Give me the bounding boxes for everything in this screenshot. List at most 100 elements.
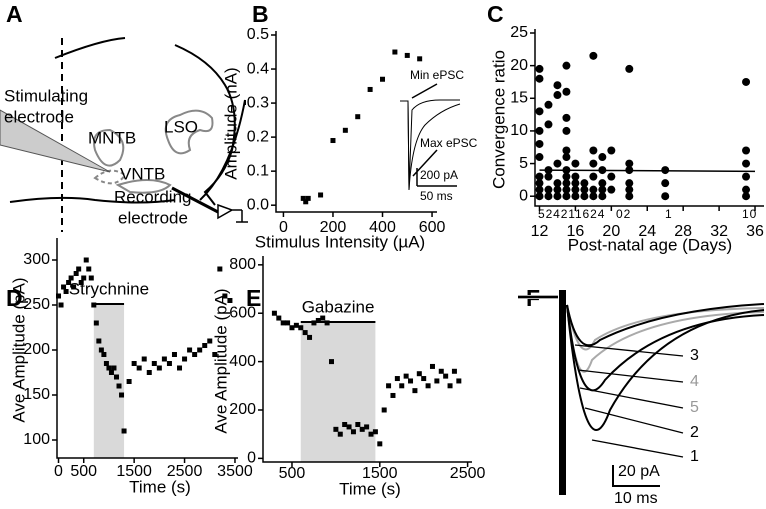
x-tick-label: 0 (54, 463, 63, 480)
point (580, 192, 589, 201)
point (598, 179, 607, 188)
y-tick-label: 0.3 (247, 94, 269, 111)
point (93, 320, 99, 326)
label: VNTB (120, 164, 165, 183)
trace (400, 100, 461, 191)
point (119, 392, 125, 398)
point (535, 107, 544, 116)
point (372, 429, 378, 435)
count-label: 02 (616, 207, 631, 221)
point (625, 185, 634, 194)
scale-label: 10 ms (614, 490, 658, 507)
point (166, 361, 172, 366)
traces (518, 290, 765, 495)
x-axis-label: Time (s) (339, 479, 401, 498)
inset-label: 50 ms (420, 189, 453, 203)
trace-2 (518, 296, 765, 392)
x-tick-label: 600 (419, 219, 446, 236)
point (553, 192, 562, 201)
point (121, 428, 127, 434)
y-tick-label: 20 (510, 57, 528, 74)
y-tick-label: 100 (23, 431, 50, 448)
x-axis-label: Post-natal age (Days) (568, 235, 732, 254)
axes (275, 31, 437, 213)
point (589, 51, 598, 60)
point (187, 347, 193, 353)
x-tick-label: 28 (674, 223, 692, 240)
point (146, 370, 152, 375)
point (161, 356, 167, 362)
point (202, 343, 208, 348)
point (394, 376, 400, 382)
y-tick-label: 300 (23, 251, 50, 268)
point (535, 139, 544, 148)
point (589, 146, 598, 155)
y-axis-label: Ave Amplitude (pA) (9, 277, 28, 422)
label: MNTB (88, 128, 136, 147)
point (66, 280, 72, 285)
recording-electrode (171, 186, 219, 214)
point (562, 185, 571, 194)
point (416, 371, 422, 377)
x-tick-label: 500 (279, 465, 306, 482)
point (222, 293, 228, 299)
point (63, 289, 69, 294)
point (333, 426, 339, 432)
x-tick-label: 12 (531, 223, 549, 240)
point (311, 320, 317, 326)
point (553, 159, 562, 168)
point (544, 185, 553, 194)
point (318, 192, 324, 198)
point (217, 266, 223, 272)
trace-label: 1 (690, 448, 699, 465)
stimulating-electrode (0, 109, 111, 173)
point (438, 368, 444, 374)
point (589, 172, 598, 181)
point (607, 185, 616, 194)
point (399, 383, 405, 389)
point (302, 330, 308, 336)
point (96, 338, 102, 344)
point (56, 293, 62, 299)
outline (199, 99, 246, 201)
label: electrode (4, 107, 74, 126)
point (78, 280, 84, 285)
panel-letter: C (487, 1, 504, 27)
point (535, 74, 544, 83)
point (535, 185, 544, 194)
scale-bar (612, 465, 660, 487)
point (742, 159, 751, 168)
point (553, 91, 562, 100)
point (412, 388, 418, 394)
point (136, 365, 142, 371)
x-tick-label: 20 (602, 223, 620, 240)
point (113, 374, 119, 380)
x-axis-label: Stimulus Intensity (µA) (255, 232, 425, 251)
point (106, 365, 112, 371)
y-tick-label: 800 (229, 256, 256, 273)
label: LSO (164, 117, 198, 136)
point (305, 195, 311, 201)
point (111, 365, 117, 371)
y-axis-label: Convergence ratio (489, 50, 508, 189)
point (571, 179, 580, 188)
y-tick-label: 150 (23, 386, 50, 403)
x-tick-label: 2500 (167, 463, 203, 480)
point (271, 310, 277, 316)
point (320, 315, 326, 321)
point (742, 185, 751, 194)
count-label: 1 (665, 207, 673, 221)
point (535, 172, 544, 181)
point (108, 370, 114, 375)
point (562, 153, 571, 162)
x-tick-label: 1500 (116, 463, 152, 480)
point (451, 368, 457, 374)
point (315, 317, 321, 323)
point (285, 320, 291, 326)
arrow (411, 83, 457, 187)
point (562, 146, 571, 155)
y-tick-label: 0 (247, 450, 256, 467)
point (355, 422, 361, 428)
point (742, 172, 751, 181)
